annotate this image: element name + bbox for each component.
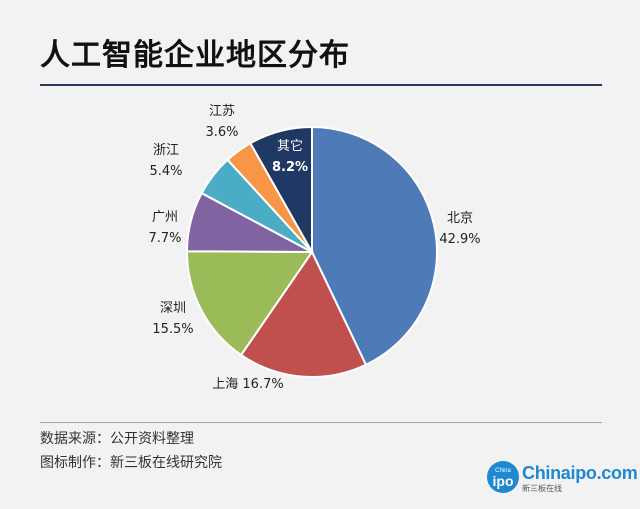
- pie-labels: 北京 42.9% 上海 16.7% 深圳 15.5% 广州 7.7% 浙江 5.4% 江苏 3.6%…: [148, 103, 480, 392]
- slice-value-5: 3.6%: [205, 125, 238, 140]
- slice-value-2: 15.5%: [152, 322, 193, 337]
- slice-name-6: 其它: [277, 138, 303, 154]
- slice-name-0: 北京: [447, 211, 473, 226]
- slice-name-5: 江苏: [209, 103, 235, 119]
- chinaipo-logo: China ipo Chinaipo.com 新三板在线: [486, 460, 638, 494]
- data-source-text: 数据来源：公开资料整理: [40, 431, 194, 447]
- svg-text:China: China: [495, 468, 511, 474]
- slice-value-6: 8.2%: [272, 160, 308, 175]
- chart-title: 人工智能企业地区分布: [40, 38, 350, 73]
- footer-divider: [40, 422, 602, 423]
- pie-slices: [185, 125, 438, 378]
- pie-slice-1: [239, 250, 368, 378]
- svg-text:ipo: ipo: [493, 473, 514, 489]
- title-divider: [40, 84, 602, 86]
- logo-brand-text: Chinaipo.com: [522, 463, 638, 483]
- slice-value-4: 5.4%: [149, 164, 182, 179]
- slice-value-0: 42.9%: [439, 232, 480, 247]
- pie-slice-0: [311, 125, 438, 367]
- slice-name-3: 广州: [152, 210, 178, 225]
- slice-value-3: 7.7%: [148, 231, 181, 246]
- pie-slice-6: [249, 125, 313, 256]
- slice-name-4: 浙江: [153, 143, 179, 158]
- slice-name-2: 深圳: [160, 301, 186, 316]
- logo-badge-icon: China ipo: [487, 461, 519, 493]
- slice-label-1: 上海 16.7%: [212, 377, 283, 392]
- pie-slice-2: [185, 250, 314, 357]
- chart-maker-text: 图标制作：新三板在线研究院: [40, 455, 222, 471]
- logo-sub-text: 新三板在线: [522, 484, 562, 493]
